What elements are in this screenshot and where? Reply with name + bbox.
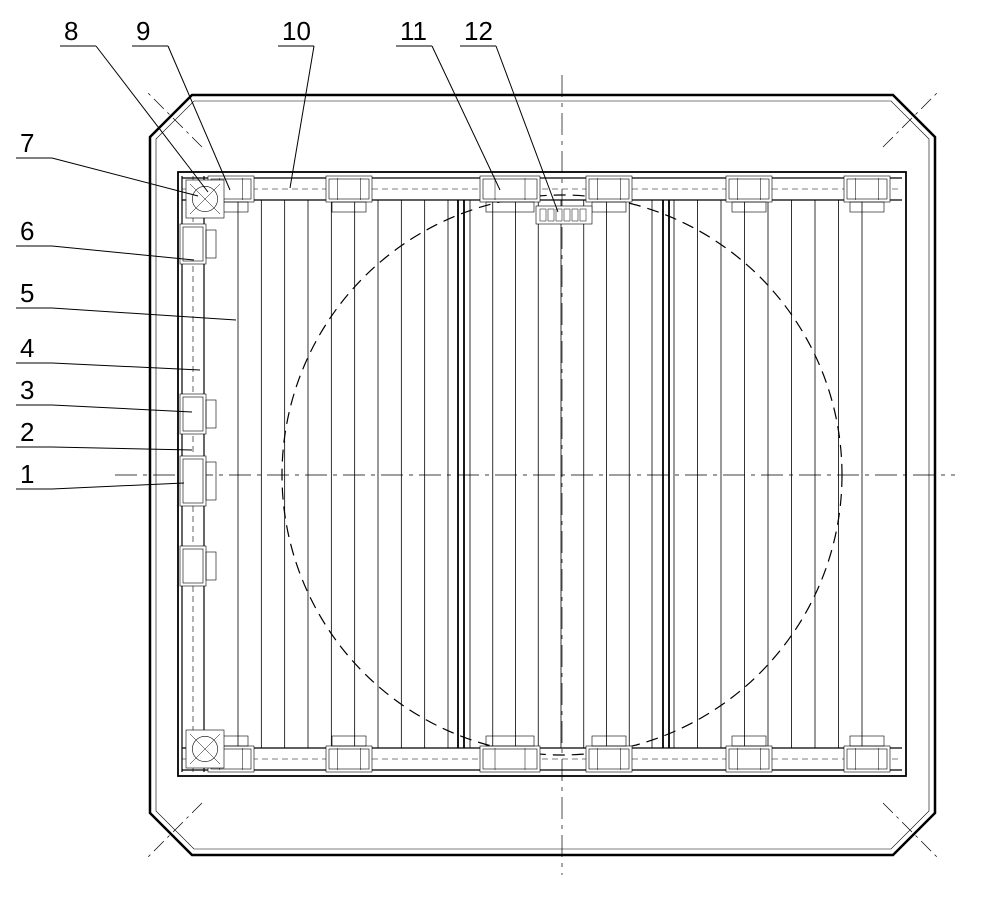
left-carriage-1 [180,394,216,434]
inner-frame [178,172,906,776]
callout-9-label: 9 [136,16,150,46]
bottom-carriage-3 [586,746,632,772]
callout-7-label: 7 [20,128,34,158]
callout-7: 7 [16,128,198,196]
top-carriage-1-sub [332,202,366,212]
callout-6: 6 [16,216,194,260]
chamfer-centerline [883,803,939,859]
callout-4-label: 4 [20,333,34,363]
callout-10-label: 10 [282,16,311,46]
bottom-carriage-5-sub [850,736,884,746]
callout-3: 3 [16,375,192,412]
callout-4: 4 [16,333,200,370]
callout-5: 5 [16,278,236,320]
corner-module-1 [186,730,224,768]
callout-2: 2 [16,417,192,450]
bottom-carriage-1 [326,746,372,772]
corner-module-0 [186,180,224,218]
callout-11-label: 11 [400,16,427,46]
bottom-carriage-2 [480,746,540,772]
callout-3-label: 3 [20,375,34,405]
left-carriage-2 [180,456,216,506]
bottom-carriage-1-sub [332,736,366,746]
left-carriage-0 [180,224,216,264]
top-carriage-2 [480,176,540,202]
top-carriage-4-sub [732,202,766,212]
chamfer-centerline [883,91,939,147]
top-carriage-3 [586,176,632,202]
bottom-carriage-4 [726,746,772,772]
chamfer-centerline [146,803,202,859]
bottom-carriage-2-sub [486,736,534,746]
callout-9: 9 [132,16,230,190]
diagram-canvas: 123456789101112 [0,0,1000,912]
callout-2-label: 2 [20,417,34,447]
bottom-carriage-3-sub [592,736,626,746]
diagram-svg: 123456789101112 [0,0,1000,912]
callout-1-label: 1 [20,459,34,489]
top-carriage-5 [844,176,890,202]
top-carriage-4 [726,176,772,202]
callout-5-label: 5 [20,278,34,308]
top-carriage-5-sub [850,202,884,212]
callout-12-label: 12 [464,16,493,46]
center-top-module [536,206,592,224]
top-carriage-1 [326,176,372,202]
top-carriage-2-sub [486,202,534,212]
callout-1: 1 [16,459,184,489]
left-carriage-3 [180,546,216,586]
bottom-carriage-4-sub [732,736,766,746]
callout-8-label: 8 [64,16,78,46]
top-carriage-3-sub [592,202,626,212]
callout-6-label: 6 [20,216,34,246]
callout-10: 10 [278,16,314,188]
bottom-carriage-5 [844,746,890,772]
chamfer-centerline [146,91,202,147]
